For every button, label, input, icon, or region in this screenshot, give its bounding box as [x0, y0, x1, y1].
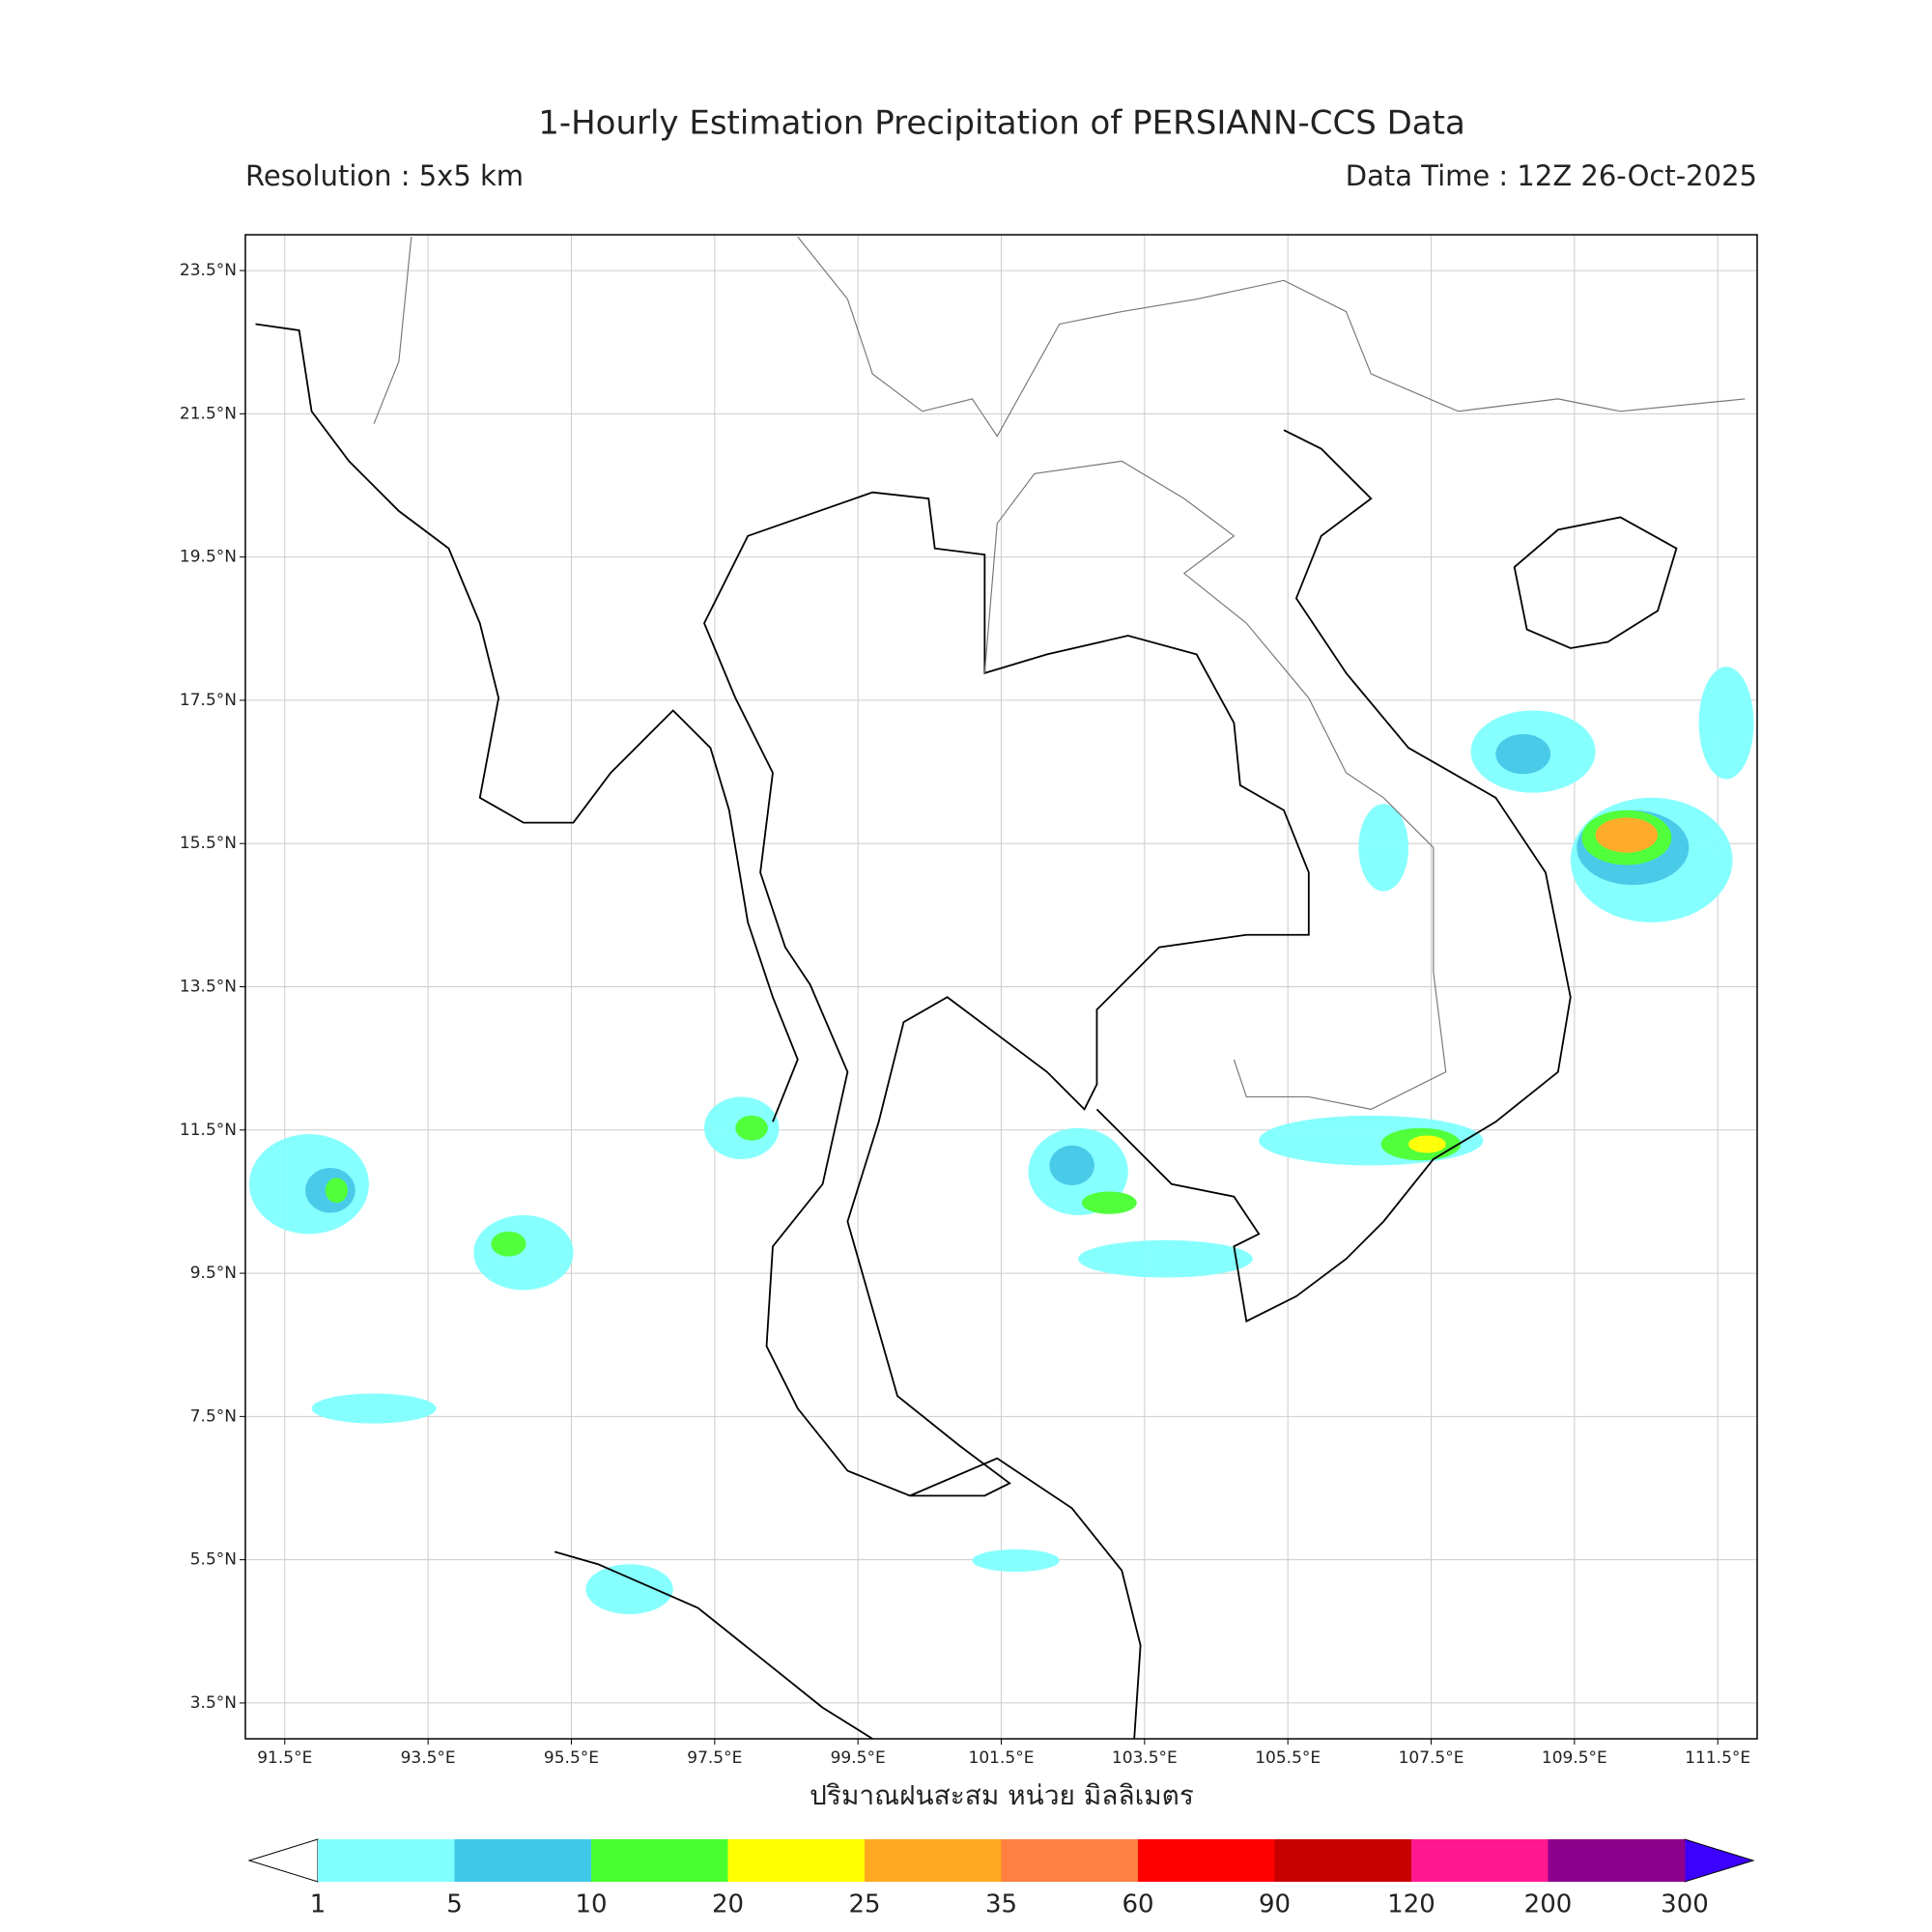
coastlines [255, 323, 1678, 1740]
y-tick-label: 11.5°N [180, 1121, 237, 1140]
x-tick-label: 111.5°E [1685, 1748, 1750, 1768]
x-tick-label: 95.5°E [544, 1748, 599, 1768]
y-tick-label: 15.5°N [180, 834, 237, 853]
colorbar-segment [1138, 1839, 1275, 1882]
title: 1-Hourly Estimation Precipitation of PER… [538, 104, 1465, 143]
map-layer [249, 236, 1754, 1740]
colorbar: 1 5 10 20 25 35 60 90 120 200 300 [247, 1838, 1755, 1919]
y-tick-label: 7.5°N [190, 1406, 237, 1426]
y-tick-label: 9.5°N [190, 1264, 237, 1283]
colorbar-label: 10 [575, 1890, 607, 1919]
colorbar-segment [865, 1839, 1002, 1882]
colorbar-over [1684, 1838, 1755, 1883]
colorbar-segment [1411, 1839, 1548, 1882]
colorbar-label: 25 [848, 1890, 880, 1919]
x-tick-label: 109.5°E [1542, 1748, 1607, 1768]
y-tick-label: 5.5°N [190, 1550, 237, 1570]
subtitle-left: Resolution : 5x5 km [245, 159, 524, 192]
colorbar-segment [727, 1839, 866, 1882]
colorbar-label: 90 [1259, 1890, 1291, 1919]
rain-areas [249, 667, 1754, 1614]
colorbar-segment [454, 1839, 592, 1882]
colorbar-label: 35 [985, 1890, 1017, 1919]
colorbar-label: 60 [1122, 1890, 1153, 1919]
colorbar-segment [1274, 1839, 1412, 1882]
grid [245, 235, 1757, 1739]
x-tick-label: 103.5°E [1112, 1748, 1178, 1768]
colorbar-label: 1 [310, 1890, 327, 1919]
x-tick-label: 97.5°E [687, 1748, 742, 1768]
colorbar-segment [318, 1839, 455, 1882]
colorbar-label: 300 [1661, 1890, 1709, 1919]
colorbar-label: 120 [1387, 1890, 1435, 1919]
x-tick-label: 105.5°E [1255, 1748, 1321, 1768]
subtitle-right: Data Time : 12Z 26-Oct-2025 [1346, 159, 1757, 192]
y-tick-label: 17.5°N [180, 691, 237, 710]
borders [373, 236, 1746, 1110]
colorbar-segment [591, 1839, 728, 1882]
x-tick-label: 107.5°E [1399, 1748, 1464, 1768]
y-tick-label: 3.5°N [190, 1693, 237, 1713]
y-tick-label: 19.5°N [180, 548, 237, 567]
colorbar-under [247, 1838, 319, 1883]
colorbar-label: 5 [446, 1890, 463, 1919]
colorbar-label: 20 [712, 1890, 744, 1919]
x-tick-label: 91.5°E [257, 1748, 312, 1768]
y-tick-label: 13.5°N [180, 978, 237, 997]
x-tick-label: 101.5°E [969, 1748, 1035, 1768]
colorbar-label: 200 [1524, 1890, 1573, 1919]
x-axis-label: ปริมาณฝนสะสม หน่วย มิลลิเมตร [810, 1779, 1194, 1811]
x-tick-label: 99.5°E [831, 1748, 886, 1768]
colorbar-segment [1001, 1839, 1139, 1882]
colorbar-segment [1548, 1839, 1686, 1882]
y-tick-label: 21.5°N [180, 404, 237, 423]
x-tick-label: 93.5°E [401, 1748, 456, 1768]
y-tick-label: 23.5°N [180, 261, 237, 280]
